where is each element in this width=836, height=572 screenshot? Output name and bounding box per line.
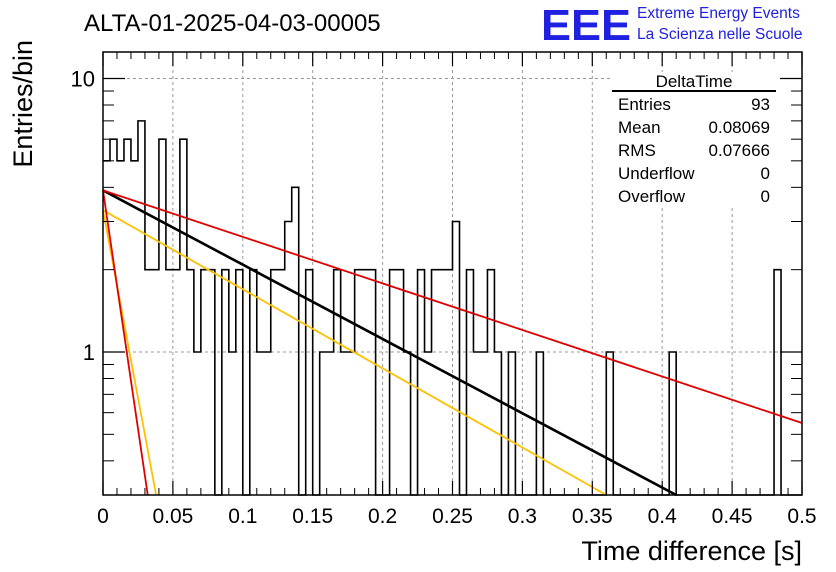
stats-value-mean: 0.08069	[709, 118, 770, 137]
stats-label-mean: Mean	[618, 118, 661, 137]
fit-line-1	[102, 189, 803, 424]
stats-label-rms: RMS	[618, 141, 656, 160]
x-tick-label-0: 0	[97, 505, 109, 528]
x-tick-label-3: 0.15	[292, 505, 333, 528]
x-tick-label-1: 0.05	[152, 505, 193, 528]
stats-value-overflow: 0	[761, 187, 770, 206]
logo-line2: La Scienza nelle Scuole	[637, 26, 802, 43]
x-axis-ticks: 0 0.05 0.1 0.15 0.2 0.25 0.3 0.35 0.4 0.45 0.5	[97, 52, 817, 528]
x-tick-label-10: 0.5	[787, 505, 816, 528]
stats-title: DeltaTime	[656, 72, 733, 91]
stats-label-overflow: Overflow	[618, 187, 686, 206]
fit-lines	[102, 189, 803, 497]
stats-label-underflow: Underflow	[618, 164, 695, 183]
x-tick-label-4: 0.2	[368, 505, 397, 528]
eee-logo: EEE Extreme Energy Events La Scienza nel…	[541, 1, 802, 50]
fit-line-3	[102, 210, 158, 496]
stats-value-entries: 93	[751, 95, 770, 114]
y-axis-ticks: 1 10	[71, 67, 802, 496]
logo-text: EEE	[541, 1, 631, 50]
stats-value-underflow: 0	[761, 164, 770, 183]
fit-line-0	[102, 189, 677, 497]
stats-value-rms: 0.07666	[709, 141, 770, 160]
x-tick-label-2: 0.1	[228, 505, 257, 528]
x-tick-label-7: 0.35	[572, 505, 613, 528]
stats-label-entries: Entries	[618, 95, 671, 114]
fit-line-4	[102, 190, 149, 496]
x-tick-label-9: 0.45	[712, 505, 753, 528]
stats-box: DeltaTime Entries 93 Mean 0.08069 RMS 0.…	[610, 72, 778, 208]
y-tick-label-0: 1	[83, 340, 95, 365]
x-axis-label: Time difference [s]	[581, 536, 802, 566]
logo-line1: Extreme Energy Events	[637, 5, 800, 22]
x-tick-label-8: 0.4	[648, 505, 678, 528]
y-axis-label: Entries/bin	[8, 40, 38, 168]
x-tick-label-5: 0.25	[432, 505, 473, 528]
y-tick-label-1: 10	[71, 67, 95, 92]
stats-box-background	[610, 72, 778, 208]
chart-title: ALTA-01-2025-04-03-00005	[84, 10, 381, 37]
x-tick-label-6: 0.3	[508, 505, 537, 528]
fit-line-2	[102, 209, 607, 496]
